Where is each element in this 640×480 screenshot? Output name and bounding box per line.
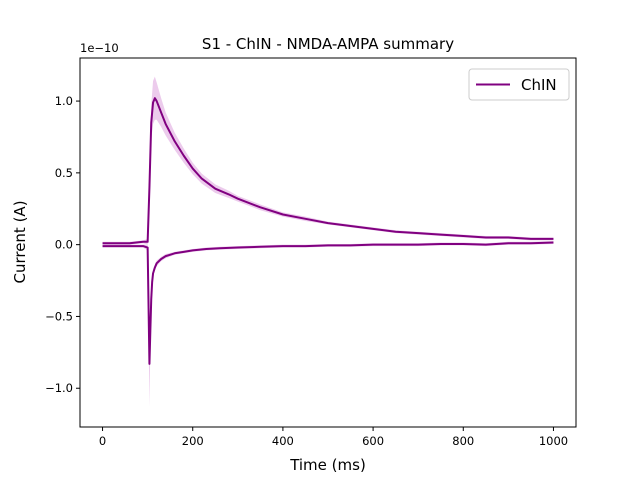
x-tick-label: 800 <box>452 434 474 448</box>
y-tick-label: 0.0 <box>55 238 73 252</box>
y-tick-label: −1.0 <box>45 381 73 395</box>
x-tick-label: 1000 <box>539 434 568 448</box>
chart-title: S1 - ChIN - NMDA-AMPA summary <box>202 35 454 53</box>
plot-area <box>102 76 554 407</box>
legend: ChIN <box>468 68 570 101</box>
y-axis-ticks: −1.0 −0.5 0.0 0.5 1.0 <box>45 94 80 395</box>
x-axis-label: Time (ms) <box>289 456 366 474</box>
series-positive-line <box>102 97 554 245</box>
x-tick-label: 400 <box>272 434 294 448</box>
y-axis-offset-label: 1e−10 <box>80 41 119 55</box>
legend-label: ChIN <box>521 76 557 94</box>
x-tick-label: 200 <box>182 434 204 448</box>
x-axis-ticks: 0 200 400 600 800 1000 <box>99 427 568 448</box>
x-tick-label: 600 <box>362 434 384 448</box>
y-tick-label: 0.5 <box>55 166 73 180</box>
series-negative-line <box>102 241 554 365</box>
x-tick-label: 0 <box>99 434 106 448</box>
y-axis-label: Current (A) <box>11 200 29 283</box>
y-tick-label: 1.0 <box>55 94 73 108</box>
legend-box <box>468 68 570 101</box>
y-tick-label: −0.5 <box>45 309 73 323</box>
axes-frame <box>79 57 577 428</box>
